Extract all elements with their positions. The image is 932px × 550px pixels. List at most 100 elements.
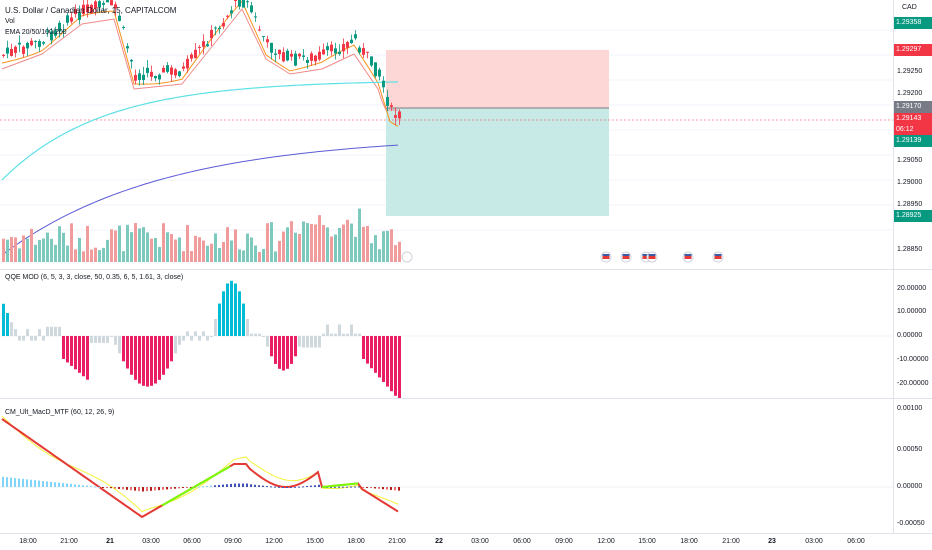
pane-divider[interactable]: [0, 398, 932, 399]
candle-body: [346, 42, 349, 48]
qqe-pane[interactable]: QQE MOD (6, 5, 3, 3, close, 50, 0.35, 6,…: [0, 270, 893, 398]
stop-loss-zone: [386, 50, 609, 108]
candle-body: [370, 56, 373, 66]
qqe-bar: [234, 283, 237, 336]
countdown-tag: 06:12: [894, 124, 932, 136]
price-axis[interactable]: CAD 1.29250 1.29200 1.29050 1.29000 1.28…: [893, 0, 932, 269]
macd-hist-bar: [238, 483, 240, 487]
volume-bar: [230, 240, 233, 262]
qqe-bar: [326, 324, 329, 336]
qqe-bar: [270, 336, 273, 357]
time-label: 06:00: [847, 538, 865, 545]
macd-label: CM_Ult_MacD_MTF (60, 12, 26, 9): [5, 409, 115, 416]
qqe-bar: [6, 313, 9, 336]
candle-body: [170, 67, 173, 75]
macd-hist-bar: [342, 486, 344, 488]
qqe-bar: [30, 336, 33, 341]
volume-bar: [146, 232, 149, 262]
volume-bar: [86, 225, 89, 262]
macd-hist-bar: [146, 487, 148, 492]
time-label: 21:00: [60, 538, 78, 545]
volume-bar: [258, 251, 261, 262]
macd-hist-bar: [338, 486, 340, 488]
volume-bar: [10, 237, 13, 262]
qqe-bar: [290, 336, 293, 364]
macd-hist-bar: [234, 483, 236, 487]
qqe-bar: [346, 333, 349, 336]
qqe-histogram[interactable]: [0, 270, 893, 398]
qqe-bar: [366, 336, 369, 364]
macd-axis[interactable]: 0.00100 0.00050 0.00000 -0.00050: [893, 399, 932, 533]
qqe-axis[interactable]: 20.00000 10.00000 0.00000 -10.00000 -20.…: [893, 270, 932, 398]
candle-body: [126, 46, 129, 49]
macd-hist-bar: [34, 480, 36, 487]
qqe-bar: [374, 336, 377, 373]
macd-rising-segment: [321, 482, 359, 488]
volume-bar: [246, 233, 249, 262]
qqe-bar: [158, 336, 161, 380]
volume-bar: [34, 244, 37, 262]
candle-body: [398, 111, 401, 119]
qqe-tick: -10.00000: [897, 356, 929, 363]
volume-bar: [98, 250, 101, 262]
candle-body: [354, 34, 357, 39]
candle-body: [82, 4, 85, 15]
qqe-bar: [238, 291, 241, 336]
price-pane[interactable]: U.S. Dollar / Canadian Dollar, 15, CAPIT…: [0, 0, 893, 269]
candle-body: [230, 10, 233, 14]
macd-hist-bar: [10, 477, 12, 487]
candle-body: [110, 0, 113, 6]
qqe-bar: [350, 324, 353, 336]
candle-body: [322, 49, 325, 55]
candle-body: [6, 47, 9, 54]
time-label: 18:00: [347, 538, 365, 545]
macd-hist-bar: [190, 487, 192, 488]
candle-body: [206, 44, 209, 47]
time-axis[interactable]: 18:00 21:00 21 03:00 06:00 09:00 12:00 1…: [0, 534, 932, 550]
target-price-tag: 1.28925: [894, 210, 932, 222]
qqe-bar: [174, 336, 177, 354]
macd-hist-bar: [114, 487, 116, 489]
candle-body: [214, 27, 217, 29]
time-label: 21:00: [388, 538, 406, 545]
macd-hist-bar: [274, 486, 276, 488]
volume-bar: [222, 241, 225, 262]
candle-body: [366, 51, 369, 53]
macd-hist-bar: [350, 486, 352, 488]
macd-hist-bar: [394, 487, 396, 491]
qqe-bar: [254, 333, 257, 336]
price-chart[interactable]: [0, 0, 893, 269]
macd-hist-bar: [94, 486, 96, 488]
macd-hist-bar: [26, 479, 28, 487]
macd-hist-bar: [158, 487, 160, 491]
macd-hist-bar: [354, 486, 356, 488]
macd-hist-bar: [378, 487, 380, 489]
candle-body: [294, 53, 297, 66]
qqe-bar: [378, 336, 381, 378]
candle-body: [330, 44, 333, 52]
qqe-bar: [42, 336, 45, 341]
macd-hist-bar: [178, 487, 180, 489]
macd-hist-bar: [54, 482, 56, 487]
volume-bar: [330, 236, 333, 262]
macd-hist-bar: [62, 483, 64, 487]
candle-body: [58, 22, 61, 32]
volume-bar: [346, 219, 349, 262]
volume-bar: [94, 247, 97, 262]
ema-200-line: [1, 144, 399, 256]
macd-pane[interactable]: CM_Ult_MacD_MTF (60, 12, 26, 9): [0, 399, 893, 533]
volume-bar: [110, 229, 113, 262]
volume-bar: [314, 224, 317, 262]
volume-bar: [350, 223, 353, 262]
qqe-bar: [78, 336, 81, 373]
volume-bar: [322, 225, 325, 262]
pane-divider[interactable]: [0, 269, 932, 270]
candle-body: [290, 53, 293, 57]
price-tick: 1.29050: [897, 157, 923, 164]
qqe-bar: [186, 331, 189, 336]
qqe-bar: [386, 336, 389, 387]
candle-body: [134, 74, 137, 81]
candle-body: [246, 1, 249, 3]
macd-chart[interactable]: [0, 399, 893, 533]
candle-body: [86, 4, 89, 13]
